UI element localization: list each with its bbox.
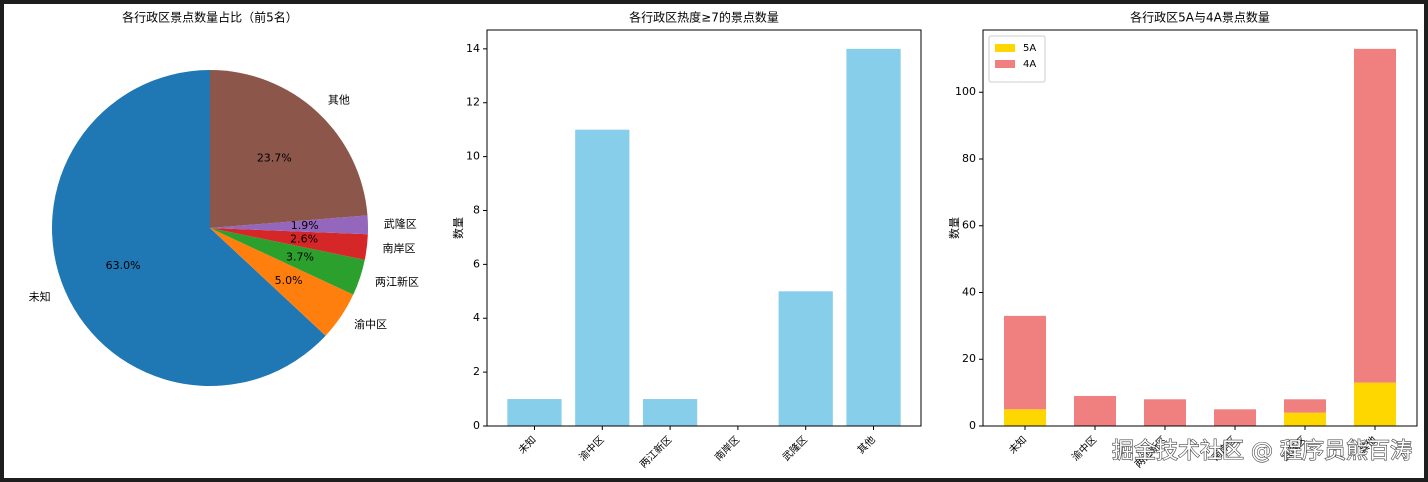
- chart-title: 各行政区5A与4A景点数量: [1130, 10, 1270, 25]
- bar: [507, 399, 562, 426]
- bar: [846, 48, 901, 426]
- pie-slice: [210, 215, 368, 235]
- slice-percent: 5.0%: [275, 274, 303, 287]
- chart-title: 各行政区热度≥7的景点数量: [629, 10, 779, 25]
- axes-frame: [486, 29, 922, 427]
- y-tick-label: 2: [473, 365, 480, 378]
- chart-title: 各行政区景点数量占比（前5名）: [122, 10, 298, 25]
- y-tick-label: 80: [962, 152, 976, 165]
- y-tick-label: 60: [962, 219, 976, 232]
- y-tick-label: 4: [473, 311, 480, 324]
- y-tick-label: 20: [962, 352, 976, 365]
- bar-segment: [1004, 315, 1046, 410]
- y-tick-label: 6: [473, 257, 480, 270]
- bar-segment: [1284, 399, 1326, 413]
- y-axis-label: 数量: [452, 217, 465, 239]
- slice-percent: 23.7%: [257, 151, 292, 164]
- bar: [575, 129, 630, 426]
- pie-slice: [210, 228, 365, 295]
- legend-label: 4A: [1023, 59, 1036, 70]
- slice-percent: 63.0%: [106, 259, 141, 272]
- bar-segment: [1074, 395, 1116, 426]
- bar-segment: [1144, 399, 1186, 426]
- y-tick-label: 100: [955, 85, 976, 98]
- pie-slice: [210, 228, 368, 260]
- bar-segment: [1354, 48, 1396, 383]
- axes-frame: [982, 29, 1418, 427]
- slice-percent: 1.9%: [291, 219, 319, 232]
- legend-swatch: [995, 60, 1015, 68]
- y-tick-label: 10: [466, 150, 480, 163]
- bar-segment: [1214, 409, 1256, 426]
- slice-label: 未知: [29, 289, 51, 303]
- slice-label: 两江新区: [375, 275, 419, 289]
- bar: [642, 399, 698, 426]
- y-tick-label: 12: [466, 96, 480, 109]
- slice-label: 渝中区: [354, 317, 387, 331]
- pie-slice: [210, 228, 354, 336]
- slice-percent: 2.6%: [290, 232, 318, 245]
- y-axis-label: 数量: [948, 217, 961, 239]
- legend-swatch: [995, 44, 1015, 52]
- slice-label: 武隆区: [384, 216, 417, 230]
- bar-segment: [1354, 382, 1396, 426]
- y-tick-label: 0: [473, 419, 480, 432]
- watermark: 掘金技术社区 @ 程序员熊百涛: [1112, 439, 1412, 464]
- bar-segment: [1284, 412, 1326, 426]
- slice-label: 南岸区: [383, 242, 416, 255]
- y-tick-label: 14: [466, 42, 480, 55]
- pie-slice: [210, 70, 368, 228]
- slice-percent: 3.7%: [286, 251, 314, 264]
- slice-label: 其他: [328, 93, 350, 106]
- bar-segment: [1004, 409, 1046, 426]
- y-tick-label: 0: [969, 419, 976, 432]
- legend-box: [988, 35, 1046, 83]
- legend-label: 5A: [1023, 43, 1036, 54]
- y-tick-label: 40: [962, 285, 976, 298]
- bar: [778, 291, 833, 426]
- y-tick-label: 8: [473, 203, 480, 216]
- pie-slice: [52, 70, 326, 386]
